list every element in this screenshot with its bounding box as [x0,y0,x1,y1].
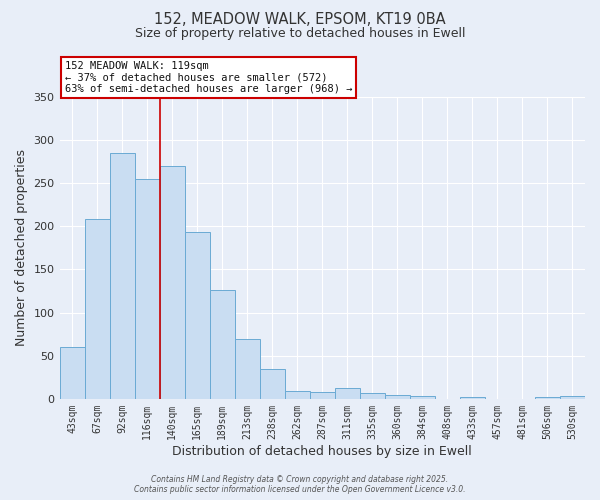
Text: Contains HM Land Registry data © Crown copyright and database right 2025.
Contai: Contains HM Land Registry data © Crown c… [134,474,466,494]
Bar [110,153,134,399]
Bar [460,397,485,399]
Bar [360,393,385,399]
Text: 152 MEADOW WALK: 119sqm
← 37% of detached houses are smaller (572)
63% of semi-d: 152 MEADOW WALK: 119sqm ← 37% of detache… [65,61,352,94]
Bar [59,347,85,399]
Text: 152, MEADOW WALK, EPSOM, KT19 0BA: 152, MEADOW WALK, EPSOM, KT19 0BA [154,12,446,28]
Bar [185,232,209,399]
Y-axis label: Number of detached properties: Number of detached properties [15,150,28,346]
X-axis label: Distribution of detached houses by size in Ewell: Distribution of detached houses by size … [172,444,472,458]
Bar [235,340,260,399]
Bar [85,218,110,399]
Text: Size of property relative to detached houses in Ewell: Size of property relative to detached ho… [135,28,465,40]
Bar [410,396,435,399]
Bar [134,179,160,399]
Bar [209,290,235,399]
Bar [335,388,360,399]
Bar [385,394,410,399]
Bar [560,396,585,399]
Bar [535,397,560,399]
Bar [260,368,285,399]
Bar [160,166,185,399]
Bar [285,391,310,399]
Bar [310,392,335,399]
